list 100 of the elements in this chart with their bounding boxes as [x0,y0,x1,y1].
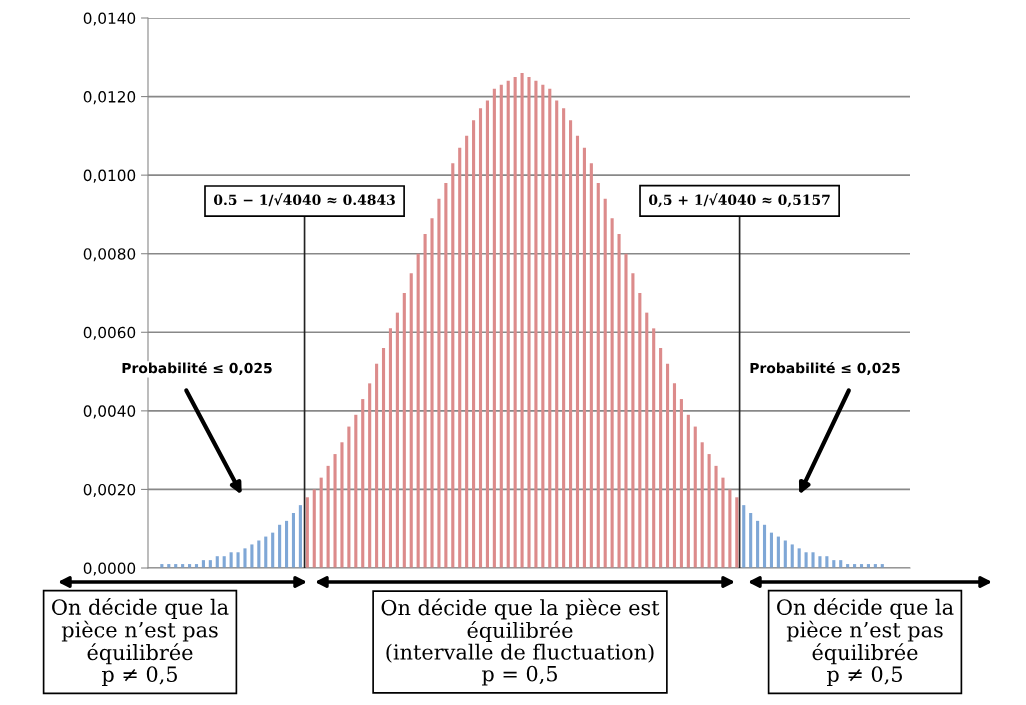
text: On décide que la pièce est équilibrée (intervalle de fluctuation) p = 0,5 [381,598,660,686]
bar [278,524,282,568]
bar [444,183,448,568]
bar [361,399,365,568]
bar [638,293,642,568]
bar [804,552,808,568]
bar [728,489,732,568]
bar [548,88,552,568]
bar [520,73,524,568]
annotation: Probabilité ≤ 0,025 [750,362,900,376]
bar [603,198,607,568]
bar [333,454,337,568]
bar [458,147,462,568]
bar [375,363,379,568]
bar [797,548,801,568]
annotation: Probabilité ≤ 0,025 [122,362,272,376]
bar [381,348,386,568]
bar [811,552,815,568]
bar [506,80,510,568]
bar [236,552,240,568]
bar [368,383,372,568]
bar [492,88,496,568]
bar [284,520,289,568]
bar [229,552,233,568]
bar [478,108,483,568]
y-tick-label: 0,0000 [83,562,136,576]
text: On décide que la pièce n’est pas équilibrée p ≠ 0,5 [52,597,229,687]
bar [735,497,739,568]
bar [243,548,247,568]
bar [354,414,358,568]
bar [742,505,746,568]
ref-line-label: 0.5 − 1/√4040 ≈ 0.4843 [213,193,395,207]
bar [776,536,780,568]
bar [700,442,704,568]
bar [686,414,690,568]
y-tick-label: 0,0120 [83,91,136,105]
bar [298,505,302,568]
bar [291,513,296,568]
text: On décide que la pièce n’est pas équilibrée p ≠ 0,5 [777,597,954,687]
bar [610,218,614,568]
bar [790,544,794,568]
bar [631,273,635,568]
bar [257,540,261,568]
bar [672,383,677,568]
bar [652,328,656,568]
bar [465,135,469,568]
bar [582,147,586,568]
bar [589,163,593,568]
bar [575,135,580,568]
bar [340,442,344,568]
bar [485,100,489,568]
bar [541,84,545,568]
bar [326,465,330,568]
bar [499,84,503,568]
bar [416,253,420,568]
bar [645,312,649,568]
bar [347,426,351,568]
bar [783,540,787,568]
bar [319,477,323,568]
bar [534,80,538,568]
bar [430,218,434,568]
y-tick-label: 0,0020 [83,483,136,498]
ref-line-label: 0,5 + 1/√4040 ≈ 0,5157 [649,193,830,208]
bar [762,524,767,568]
bar [402,293,406,568]
bar [395,312,399,568]
bar [555,100,559,568]
bar [271,532,275,568]
bar [388,328,393,568]
y-tick-label: 0,0080 [83,248,136,262]
bar [472,120,476,568]
bar [721,477,725,568]
bar [451,163,455,568]
bar [818,556,822,568]
y-tick-label: 0,0040 [83,405,136,419]
bar [527,76,531,568]
bar [714,465,718,568]
bar [707,454,711,568]
bar [437,198,441,568]
bar [659,348,663,568]
bar [596,183,600,568]
bar [617,234,621,568]
bar [513,76,517,568]
bar [305,497,309,568]
bar [756,520,760,568]
bar [665,363,670,568]
bar [562,108,566,568]
bar [749,513,753,568]
bar [693,426,697,568]
y-tick-label: 0,0100 [83,169,136,183]
bar [769,532,774,568]
bar [312,489,316,568]
y-tick-label: 0,0060 [83,326,136,340]
bar [409,273,413,568]
bar [679,399,683,568]
bar [264,536,268,568]
y-tick-label: 0,0140 [83,12,136,26]
bar [250,544,254,568]
bar [569,120,573,568]
bar [624,253,628,568]
